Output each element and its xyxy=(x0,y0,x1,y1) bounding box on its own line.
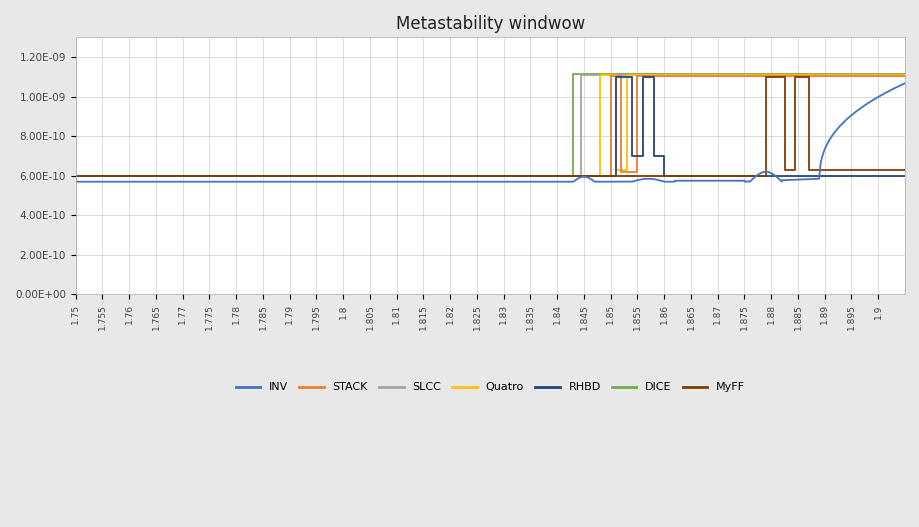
Quatro xyxy=(594,72,605,78)
Line: SLCC: SLCC xyxy=(75,75,904,176)
Line: RHBD: RHBD xyxy=(75,77,904,176)
DICE xyxy=(567,71,578,77)
RHBD xyxy=(70,173,81,179)
MyFF xyxy=(759,74,770,80)
RHBD xyxy=(658,173,669,179)
STACK xyxy=(899,73,910,79)
RHBD xyxy=(626,74,637,80)
STACK xyxy=(615,169,626,175)
Quatro xyxy=(594,173,605,179)
DICE xyxy=(899,71,910,77)
RHBD xyxy=(610,173,621,179)
Title: Metastability windwow: Metastability windwow xyxy=(395,15,584,33)
INV xyxy=(70,179,81,185)
Line: MyFF: MyFF xyxy=(75,77,904,176)
Quatro xyxy=(610,167,621,173)
STACK xyxy=(899,73,910,79)
INV xyxy=(722,178,733,184)
MyFF xyxy=(70,173,81,179)
Quatro xyxy=(70,173,81,179)
RHBD xyxy=(647,74,658,80)
INV xyxy=(875,92,886,99)
Line: Quatro: Quatro xyxy=(75,75,904,176)
STACK xyxy=(70,173,81,179)
SLCC xyxy=(70,173,81,179)
RHBD xyxy=(658,153,669,159)
RHBD xyxy=(899,173,910,179)
Quatro xyxy=(899,72,910,78)
RHBD xyxy=(637,153,648,159)
DICE xyxy=(70,173,81,179)
RHBD xyxy=(899,173,910,179)
RHBD xyxy=(637,74,648,80)
MyFF xyxy=(778,167,789,173)
SLCC xyxy=(899,72,910,79)
Quatro xyxy=(620,167,631,173)
Legend: INV, STACK, SLCC, Quatro, RHBD, DICE, MyFF: INV, STACK, SLCC, Quatro, RHBD, DICE, My… xyxy=(231,378,749,397)
Line: STACK: STACK xyxy=(75,76,904,176)
RHBD xyxy=(610,74,621,80)
SLCC xyxy=(575,173,586,179)
Quatro xyxy=(620,72,631,78)
Line: INV: INV xyxy=(75,83,904,182)
MyFF xyxy=(789,167,800,173)
Quatro xyxy=(899,72,910,78)
Line: DICE: DICE xyxy=(75,74,904,176)
RHBD xyxy=(626,153,637,159)
MyFF xyxy=(789,74,800,80)
INV xyxy=(899,80,910,86)
MyFF xyxy=(802,74,813,80)
STACK xyxy=(631,169,642,175)
INV xyxy=(451,179,462,185)
STACK xyxy=(605,73,616,79)
MyFF xyxy=(778,74,789,80)
MyFF xyxy=(802,167,813,173)
MyFF xyxy=(899,167,910,173)
DICE xyxy=(899,71,910,77)
INV xyxy=(112,179,123,185)
STACK xyxy=(631,73,642,79)
STACK xyxy=(605,173,616,179)
RHBD xyxy=(647,153,658,159)
MyFF xyxy=(899,167,910,173)
INV xyxy=(473,179,484,185)
DICE xyxy=(567,173,578,179)
INV xyxy=(874,92,885,99)
SLCC xyxy=(899,72,910,79)
STACK xyxy=(615,73,626,79)
Quatro xyxy=(610,72,621,78)
MyFF xyxy=(759,173,770,179)
SLCC xyxy=(575,72,586,79)
